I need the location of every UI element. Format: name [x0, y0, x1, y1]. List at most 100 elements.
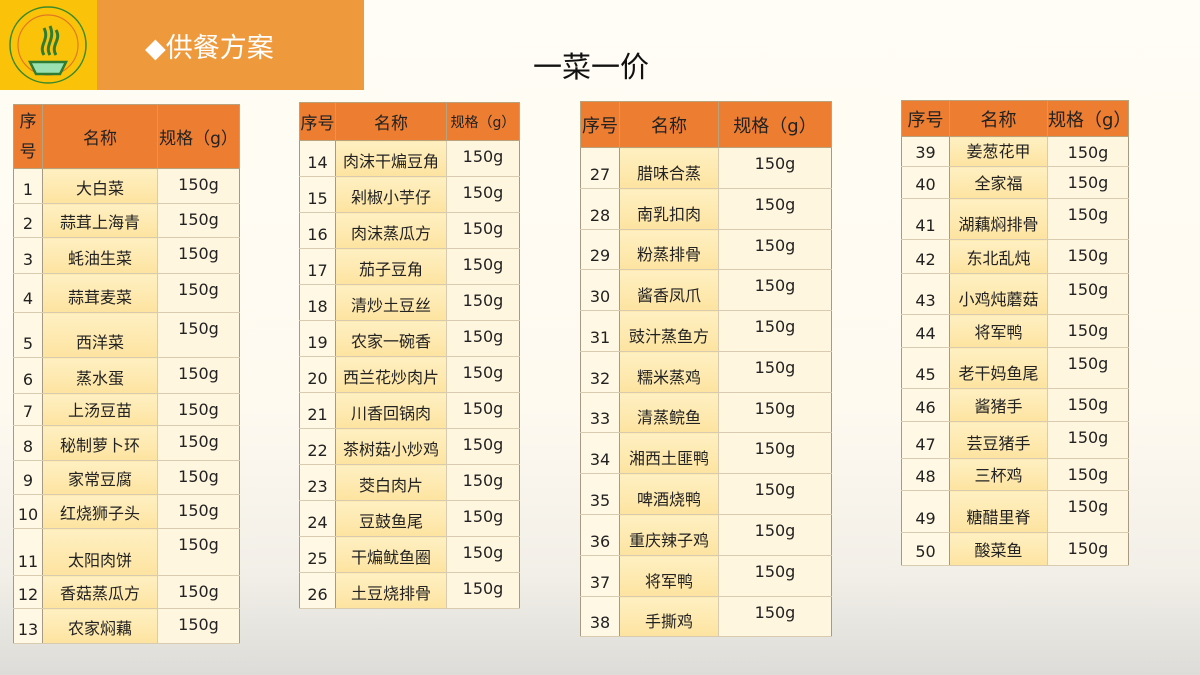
- dish-spec: 150g: [1047, 458, 1129, 491]
- dish-spec: 150g: [446, 356, 520, 393]
- dish-name: 酸菜鱼: [949, 532, 1048, 566]
- dish-number: 37: [580, 555, 620, 597]
- dish-spec: 150g: [718, 555, 832, 597]
- dish-name: 豉汁蒸鱼方: [619, 310, 719, 352]
- dish-number: 10: [13, 494, 43, 529]
- dish-spec: 150g: [1047, 314, 1129, 348]
- menu-table-1: 序号 名称 规格（g） 1 大白菜 150g 2 蒜茸上海青 150g 3 蚝油生菜 150g 4 蒜茸麦…: [13, 104, 240, 644]
- dish-name: 全家福: [949, 166, 1048, 199]
- table-row: 24 豆鼓鱼尾 150g: [299, 500, 520, 537]
- dish-name: 茄子豆角: [335, 248, 447, 285]
- dish-name: 蒜茸麦菜: [42, 273, 158, 313]
- dish-spec: 150g: [718, 229, 832, 270]
- dish-spec: 150g: [1047, 347, 1129, 389]
- dish-number: 48: [901, 458, 950, 491]
- column-header-spec: 规格（g）: [157, 104, 240, 169]
- dish-number: 21: [299, 392, 336, 429]
- dish-name: 三杯鸡: [949, 458, 1048, 491]
- dish-spec: 150g: [446, 140, 520, 177]
- dish-spec: 150g: [157, 575, 240, 609]
- dish-name: 蒸水蛋: [42, 357, 158, 394]
- dish-number: 3: [13, 237, 43, 274]
- table-row: 43 小鸡炖蘑菇 150g: [901, 273, 1129, 315]
- table-row: 27 腊味合蒸 150g: [580, 147, 832, 189]
- dish-name: 将军鸭: [619, 555, 719, 597]
- dish-spec: 150g: [157, 273, 240, 313]
- dish-spec: 150g: [446, 464, 520, 501]
- dish-number: 2: [13, 203, 43, 238]
- dish-number: 18: [299, 284, 336, 321]
- table-row: 45 老干妈鱼尾 150g: [901, 347, 1129, 389]
- table-row: 50 酸菜鱼 150g: [901, 532, 1129, 566]
- dish-number: 32: [580, 351, 620, 393]
- column-header-spec: 规格（g）: [718, 101, 832, 148]
- dish-spec: 150g: [718, 351, 832, 393]
- dish-number: 33: [580, 392, 620, 433]
- dish-number: 38: [580, 596, 620, 637]
- dish-name: 湘西土匪鸭: [619, 432, 719, 474]
- dish-number: 24: [299, 500, 336, 537]
- dish-name: 酱猪手: [949, 388, 1048, 422]
- column-header-name: 名称: [619, 101, 719, 148]
- table-row: 13 农家焖藕 150g: [13, 608, 240, 644]
- dish-spec: 150g: [1047, 136, 1129, 167]
- dish-spec: 150g: [446, 428, 520, 465]
- dish-name: 太阳肉饼: [42, 528, 158, 576]
- table-row: 40 全家福 150g: [901, 166, 1129, 199]
- dish-spec: 150g: [1047, 239, 1129, 274]
- dish-name: 茶树菇小炒鸡: [335, 428, 447, 465]
- dish-number: 44: [901, 314, 950, 348]
- menu-table-4: 序号 名称 规格（g） 39 姜葱花甲 150g 40 全家福 150g 41 湖藕焖排骨 150g 4…: [901, 100, 1131, 566]
- dish-spec: 150g: [446, 536, 520, 573]
- table-row: 29 粉蒸排骨 150g: [580, 229, 832, 270]
- dish-spec: 150g: [157, 528, 240, 576]
- dish-spec: 150g: [1047, 166, 1129, 199]
- dish-name: 农家一碗香: [335, 320, 447, 357]
- dish-name: 家常豆腐: [42, 460, 158, 495]
- table-row: 2 蒜茸上海青 150g: [13, 203, 240, 238]
- dish-number: 34: [580, 432, 620, 474]
- dish-spec: 150g: [446, 320, 520, 357]
- dish-spec: 150g: [446, 248, 520, 285]
- dish-spec: 150g: [157, 312, 240, 358]
- table-row: 3 蚝油生菜 150g: [13, 237, 240, 274]
- dish-name: 土豆烧排骨: [335, 572, 447, 609]
- dish-spec: 150g: [718, 596, 832, 637]
- dish-name: 肉沫干煸豆角: [335, 140, 447, 177]
- dish-name: 南乳扣肉: [619, 188, 719, 230]
- column-header-no: 序号: [13, 104, 43, 169]
- dish-spec: 150g: [718, 188, 832, 230]
- table-row: 18 清炒土豆丝 150g: [299, 284, 520, 321]
- dish-number: 41: [901, 198, 950, 240]
- dish-name: 糖醋里脊: [949, 490, 1048, 533]
- dish-name: 糯米蒸鸡: [619, 351, 719, 393]
- dish-number: 30: [580, 269, 620, 311]
- dish-number: 20: [299, 356, 336, 393]
- table-row: 48 三杯鸡 150g: [901, 458, 1129, 491]
- column-header-name: 名称: [949, 100, 1048, 137]
- column-header-no: 序号: [299, 102, 336, 141]
- column-header-name: 名称: [335, 102, 447, 141]
- dish-name: 湖藕焖排骨: [949, 198, 1048, 240]
- table-row: 11 太阳肉饼 150g: [13, 528, 240, 576]
- dish-number: 27: [580, 147, 620, 189]
- table-row: 17 茄子豆角 150g: [299, 248, 520, 285]
- dish-number: 17: [299, 248, 336, 285]
- dish-number: 19: [299, 320, 336, 357]
- table-row: 22 茶树菇小炒鸡 150g: [299, 428, 520, 465]
- dish-spec: 150g: [157, 357, 240, 394]
- table-row: 19 农家一碗香 150g: [299, 320, 520, 357]
- dish-spec: 150g: [446, 212, 520, 249]
- dish-name: 剁椒小芋仔: [335, 176, 447, 213]
- dish-spec: 150g: [1047, 388, 1129, 422]
- table-row: 1 大白菜 150g: [13, 168, 240, 204]
- dish-spec: 150g: [718, 514, 832, 556]
- dish-name: 小鸡炖蘑菇: [949, 273, 1048, 315]
- dish-spec: 150g: [446, 284, 520, 321]
- dish-name: 秘制萝卜环: [42, 425, 158, 461]
- table-row: 15 剁椒小芋仔 150g: [299, 176, 520, 213]
- dish-spec: 150g: [157, 460, 240, 495]
- dish-number: 36: [580, 514, 620, 556]
- table-row: 4 蒜茸麦菜 150g: [13, 273, 240, 313]
- table-row: 38 手撕鸡 150g: [580, 596, 832, 637]
